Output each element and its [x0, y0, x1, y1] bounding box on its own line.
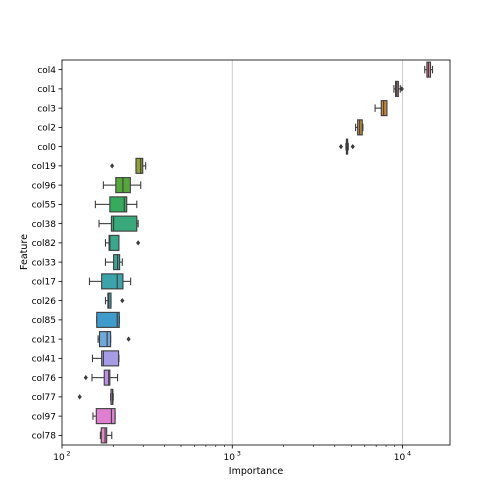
outlier-point	[120, 298, 125, 304]
box-col77	[77, 388, 114, 405]
box-col3	[374, 100, 388, 117]
box-iqr	[109, 196, 128, 213]
box-col4	[424, 61, 434, 78]
outlier-point	[77, 394, 82, 400]
box-series	[77, 61, 434, 444]
y-tick-label: col85	[32, 316, 56, 326]
outlier-point	[126, 336, 131, 342]
box-iqr	[100, 427, 108, 444]
box-col78	[99, 427, 113, 444]
box-col2	[355, 119, 364, 136]
box-col19	[110, 157, 147, 174]
outlier-point	[83, 375, 88, 381]
box-col17	[88, 273, 132, 290]
box-col96	[102, 177, 142, 194]
outlier-point	[110, 163, 115, 169]
y-tick-label: col0	[37, 143, 56, 153]
box-col85	[96, 311, 120, 328]
y-tick-label: col97	[32, 412, 56, 422]
y-tick-label: col82	[32, 239, 56, 249]
box-col41	[91, 350, 120, 367]
x-tick-label-exponent: 4	[407, 450, 411, 458]
box-col33	[104, 254, 123, 271]
box-col55	[94, 196, 138, 213]
y-tick-label: col55	[32, 201, 56, 211]
outlier-point	[399, 86, 404, 92]
box-col0	[338, 138, 355, 155]
x-axis-ticks: 10 2 10 3 10 4	[53, 445, 411, 463]
box-iqr	[110, 215, 138, 232]
x-tick-label-exponent: 2	[66, 450, 70, 458]
box-col1	[393, 80, 404, 97]
box-iqr	[98, 331, 112, 348]
y-tick-label: col76	[32, 374, 57, 384]
grid-lines	[231, 60, 403, 445]
box-iqr	[107, 292, 112, 309]
y-tick-label: col3	[37, 104, 56, 114]
x-tick-label-exponent: 3	[237, 450, 241, 458]
box-col82	[104, 234, 141, 251]
y-tick-label: col21	[32, 335, 56, 345]
y-tick-label: col33	[32, 258, 56, 268]
x-tick-label: 10	[394, 453, 406, 463]
y-tick-label: col4	[37, 66, 56, 76]
x-tick-label: 10	[53, 453, 65, 463]
y-axis-label: Feature	[19, 234, 30, 270]
box-col26	[104, 292, 125, 309]
outlier-point	[350, 144, 355, 150]
box-iqr	[135, 157, 144, 174]
outlier-point	[136, 240, 141, 246]
y-tick-label: col19	[32, 162, 57, 172]
x-tick-label: 10	[224, 453, 236, 463]
box-iqr	[95, 408, 116, 425]
y-tick-label: col1	[37, 85, 56, 95]
plot-frame	[61, 59, 451, 446]
y-axis-ticks: col4 col1 col3 col2 col0 col19 col96 col55 col38…	[32, 66, 62, 442]
y-tick-label: col96	[32, 181, 57, 191]
box-iqr	[101, 273, 124, 290]
y-tick-label: col2	[37, 124, 56, 134]
box-iqr	[96, 311, 120, 328]
y-tick-label: col17	[32, 278, 56, 288]
y-tick-label: col41	[32, 355, 56, 365]
box-col38	[98, 215, 139, 232]
y-tick-label: col78	[32, 432, 57, 442]
y-tick-label: col38	[32, 220, 57, 230]
box-col97	[92, 408, 116, 425]
box-iqr	[113, 254, 121, 271]
box-iqr	[103, 369, 111, 386]
box-iqr	[108, 234, 120, 251]
box-col76	[83, 369, 119, 386]
y-tick-label: col77	[32, 393, 56, 403]
y-tick-label: col26	[32, 297, 57, 307]
x-axis-label: Importance	[229, 466, 284, 477]
box-col21	[97, 331, 131, 348]
outlier-point	[338, 144, 344, 150]
box-iqr	[101, 350, 120, 367]
